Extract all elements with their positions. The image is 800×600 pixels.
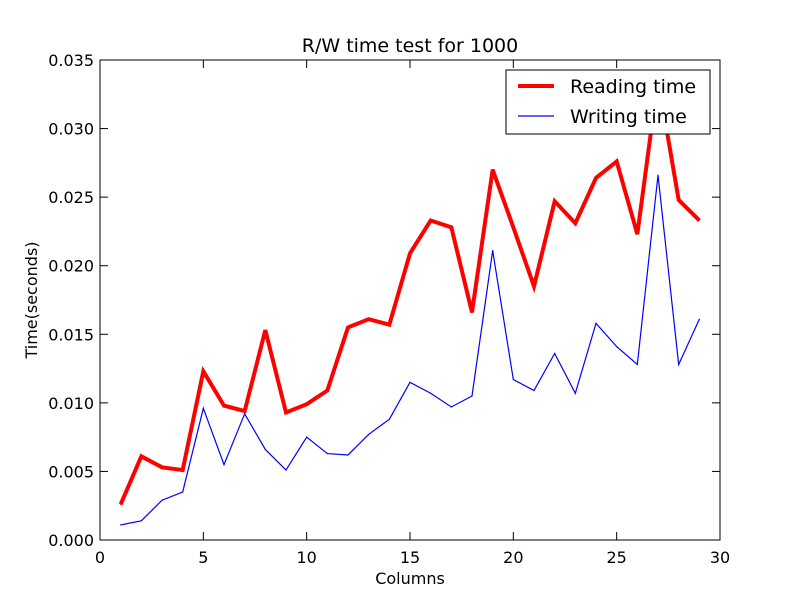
writing-time-point [368,433,370,435]
x-tick-label: 30 [710,548,730,567]
reading-time-point [368,318,370,320]
y-tick-label: 0.030 [48,120,94,139]
reading-time-point [182,469,184,471]
writing-time-point [657,174,659,176]
reading-time-point [616,160,618,163]
writing-time-line [120,175,700,526]
writing-time-point [140,520,142,522]
writing-time-point [636,363,638,366]
writing-time-point [264,448,266,451]
y-tick-label: 0.005 [48,462,94,481]
x-tick-label: 25 [606,548,626,567]
legend-label-reading-time: Reading time [570,76,696,98]
writing-time-point [574,392,576,394]
reading-time-point [223,405,225,407]
reading-time-line [118,78,701,506]
writing-time-point [678,363,680,366]
reading-time-point [120,503,122,505]
y-tick-label: 0.000 [48,531,94,550]
writing-time-point [409,381,411,383]
plot-frame [99,59,721,541]
writing-time-point [450,406,452,408]
legend: Reading time Writing time [505,69,711,135]
writing-time-point [202,407,204,409]
writing-time-point [347,454,349,456]
reading-time-point [140,455,142,457]
reading-time-point [595,177,597,179]
reading-time-point [471,311,473,313]
reading-time-point [492,169,494,171]
x-tick-label: 5 [198,548,208,567]
y-tick-label: 0.025 [48,188,94,207]
writing-time-point [161,499,163,501]
reading-time-point [430,219,432,222]
reading-time-point [388,324,390,326]
x-tick-label: 0 [95,548,105,567]
y-tick-label: 0.010 [48,394,94,413]
writing-time-point [492,250,494,252]
writing-time-point [223,463,225,466]
writing-time-point [182,491,184,493]
x-axis-label: Columns [375,569,445,588]
reading-time-point [409,252,411,254]
chart-title: R/W time test for 1000 [302,35,518,57]
writing-time-point [244,413,246,415]
writing-time-point [471,395,473,397]
reading-time-point [202,370,204,372]
writing-time-point [533,389,535,392]
reading-time-point [678,199,680,201]
reading-time-point [574,222,576,224]
writing-time-point [554,352,556,355]
reading-time-point [636,233,638,235]
y-tick-label: 0.035 [48,51,94,70]
writing-time-point [430,392,432,394]
legend-label-writing-time: Writing time [570,106,687,128]
writing-time-point [595,322,597,324]
writing-time-point [306,436,308,438]
writing-time-point [120,524,122,526]
reading-time-point [244,410,246,412]
x-tick-label: 15 [400,548,420,567]
writing-time-point [285,469,287,471]
reading-time-point [347,326,349,329]
reading-time-point [326,389,328,392]
y-tick-label: 0.015 [48,325,94,344]
reading-time-point [264,329,266,331]
reading-time-point [554,200,556,202]
reading-time-point [512,226,514,228]
writing-time-point [512,378,514,381]
x-tick-label: 20 [503,548,523,567]
reading-time-point [161,466,163,468]
x-tick-label: 10 [296,548,316,567]
plot-area [118,78,701,526]
writing-time-point [698,318,700,320]
writing-time-point [388,418,390,420]
reading-time-point [698,219,700,222]
reading-time-point [533,285,535,287]
y-tick-label: 0.020 [48,257,94,276]
reading-time-point [450,226,452,228]
y-axis-label: Time(seconds) [22,241,41,359]
writing-time-point [326,453,328,455]
reading-time-point [285,411,287,414]
reading-time-point [306,403,308,405]
legend-box [505,69,711,135]
writing-time-point [616,346,618,348]
